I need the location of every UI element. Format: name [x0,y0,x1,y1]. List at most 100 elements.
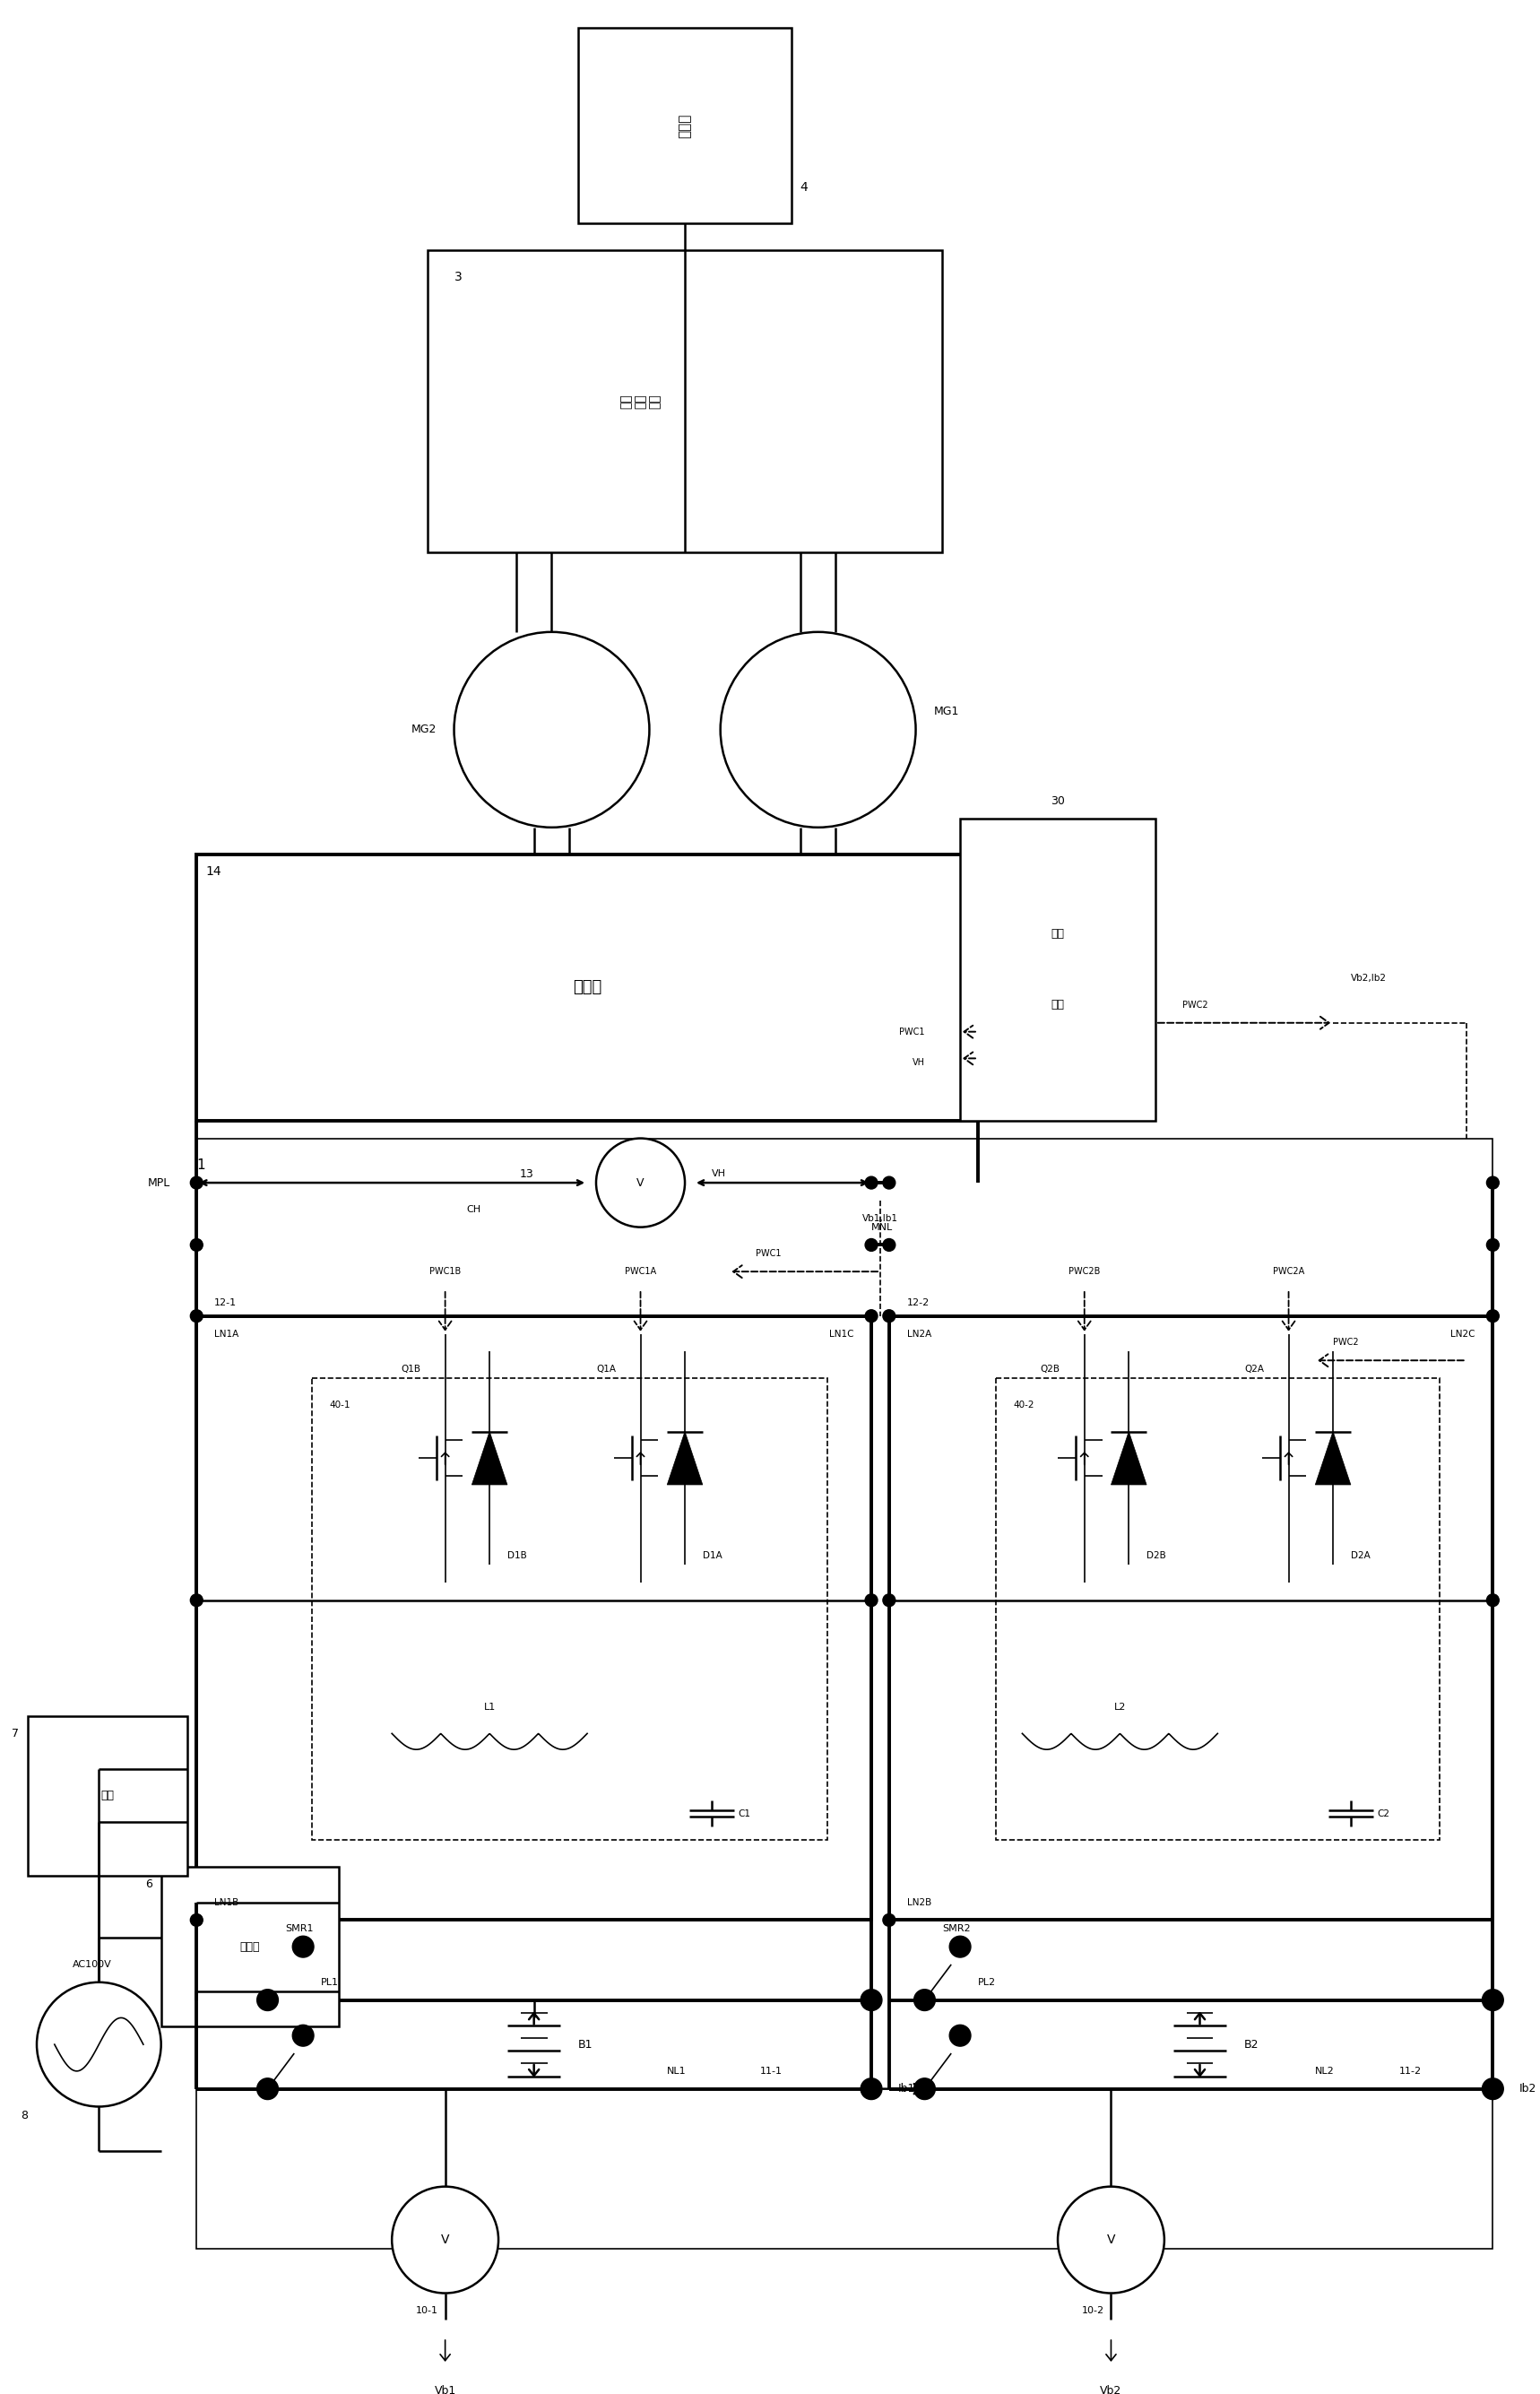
Text: L1: L1 [484,1702,496,1712]
Text: MPL: MPL [148,1178,169,1187]
Text: L2: L2 [1113,1702,1126,1712]
Text: 11-1: 11-1 [761,2066,782,2076]
Text: B1: B1 [579,2040,593,2049]
Text: VH: VH [912,1058,924,1068]
Bar [428,249,942,553]
Text: V: V [1107,2234,1115,2246]
Circle shape [882,1238,895,1252]
Text: NL1: NL1 [667,2066,687,2076]
Text: 7: 7 [12,1728,18,1740]
Circle shape [37,1982,162,2107]
Text: 4: 4 [801,182,808,194]
Circle shape [721,632,916,828]
Text: SMR2: SMR2 [942,1925,970,1934]
Text: 控制: 控制 [1050,929,1064,941]
Text: LN2C: LN2C [1451,1329,1475,1338]
Circle shape [454,632,650,828]
Text: LN1A: LN1A [214,1329,239,1338]
Text: PWC1: PWC1 [756,1250,781,1259]
Text: Q1B: Q1B [400,1365,420,1374]
Text: Vb2,Ib2: Vb2,Ib2 [1351,974,1386,984]
Text: Vb1,Ib1: Vb1,Ib1 [862,1214,898,1223]
Text: Ib1: Ib1 [898,2083,915,2095]
Circle shape [882,1913,895,1927]
Text: Q2B: Q2B [1040,1365,1060,1374]
Bar [197,1317,872,1920]
Text: 动力
分配
机构: 动力 分配 机构 [619,393,661,409]
Bar [197,1137,1492,2248]
Circle shape [191,1310,203,1321]
Text: 空调: 空调 [102,1791,114,1803]
Text: D1B: D1B [507,1551,527,1561]
Text: PWC2: PWC2 [1334,1338,1358,1348]
Text: 12-1: 12-1 [214,1298,237,1307]
Text: D2B: D2B [1147,1551,1166,1561]
Text: PL2: PL2 [978,1977,996,1987]
Bar [889,1317,1492,1920]
Text: V: V [440,2234,450,2246]
Text: MG1: MG1 [933,706,959,718]
Circle shape [861,1989,882,2011]
Circle shape [882,1594,895,1606]
Circle shape [1486,1310,1498,1321]
Circle shape [391,2186,499,2293]
Circle shape [1481,1989,1503,2011]
Text: 10-1: 10-1 [416,2305,439,2315]
Text: SMR1: SMR1 [285,1925,314,1934]
Text: 10-2: 10-2 [1083,2305,1104,2315]
Text: D2A: D2A [1351,1551,1371,1561]
Bar [162,1867,339,2028]
Circle shape [865,1310,878,1321]
Text: 装置: 装置 [1050,998,1064,1010]
Text: Q2A: Q2A [1244,1365,1264,1374]
Bar [579,29,792,223]
Text: D1A: D1A [702,1551,722,1561]
Text: PWC2B: PWC2B [1069,1266,1100,1276]
Bar [28,1716,188,1875]
Circle shape [865,1238,878,1252]
Text: PWC1A: PWC1A [625,1266,656,1276]
Text: 40-2: 40-2 [1013,1400,1035,1410]
Circle shape [191,1594,203,1606]
Circle shape [1481,2078,1503,2100]
Text: 发动机: 发动机 [678,113,691,139]
Circle shape [913,2078,935,2100]
Circle shape [865,1175,878,1190]
Polygon shape [667,1432,702,1484]
Text: Vb1: Vb1 [434,2384,456,2394]
Circle shape [950,1937,970,1958]
Text: AC100V: AC100V [72,1961,111,1968]
Circle shape [1058,2186,1164,2293]
Polygon shape [1110,1432,1147,1484]
Text: 6: 6 [145,1879,152,1891]
Circle shape [191,1913,203,1927]
Circle shape [882,1175,895,1190]
Circle shape [1486,1594,1498,1606]
Text: MNL: MNL [872,1223,893,1231]
Text: NL2: NL2 [1315,2066,1335,2076]
Bar [313,1379,827,1841]
Text: 充电器: 充电器 [240,1942,260,1954]
Text: PWC1B: PWC1B [430,1266,460,1276]
Text: PWC2: PWC2 [1183,1001,1207,1010]
Text: LN1C: LN1C [829,1329,853,1338]
Circle shape [1486,1175,1498,1190]
Text: Vb2: Vb2 [1100,2384,1123,2394]
Circle shape [293,2025,314,2047]
Text: 8: 8 [20,2109,28,2121]
Circle shape [293,1937,314,1958]
Bar [996,1379,1440,1841]
Bar [959,819,1155,1120]
Text: 1: 1 [197,1159,205,1171]
Circle shape [1486,1238,1498,1252]
Text: PWC2A: PWC2A [1274,1266,1304,1276]
Text: C1: C1 [738,1810,750,1817]
Circle shape [257,1989,279,2011]
Text: 变换器: 变换器 [573,979,602,996]
Text: 12-2: 12-2 [907,1298,930,1307]
Text: CH: CH [467,1204,480,1214]
Text: LN2A: LN2A [907,1329,932,1338]
Circle shape [950,2025,970,2047]
Circle shape [865,1594,878,1606]
Bar [197,855,978,1120]
